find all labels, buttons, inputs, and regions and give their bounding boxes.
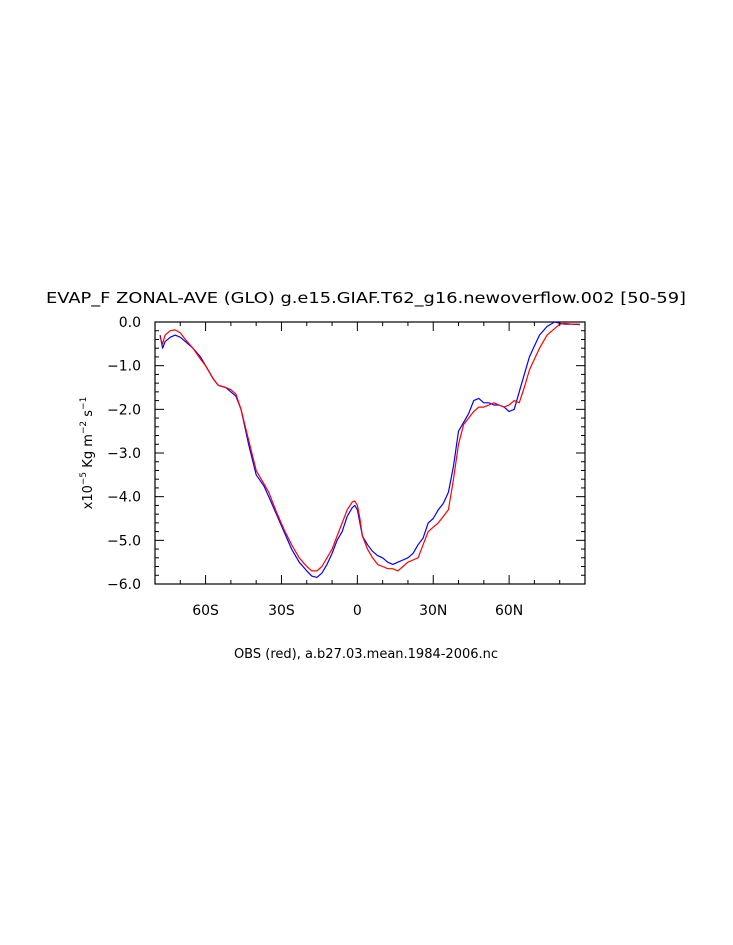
- y-tick-label: −3.0: [107, 446, 141, 462]
- y-tick-label: −2.0: [107, 402, 141, 418]
- x-tick-label: 30S: [268, 603, 295, 619]
- series-line-1: [159, 321, 580, 579]
- chart-title: EVAP_F ZONAL-AVE (GLO) g.e15.GIAF.T62_g1…: [46, 289, 686, 308]
- plot-frame: [154, 321, 586, 585]
- tick-layer: 60S 30S 0 30N 60N 0.0 −1.0 −2.0 −3.0 −4.0 −5.0 −6.0: [107, 315, 585, 619]
- x-axis-label: OBS (red), a.b27.03.mean.1984-2006.nc: [234, 647, 498, 662]
- series-layer: [159, 321, 580, 579]
- plot-area: 60S 30S 0 30N 60N 0.0 −1.0 −2.0 −3.0 −4.0 −5.0 −6.0: [107, 315, 586, 619]
- y-tick-label: −1.0: [107, 359, 141, 375]
- y-tick-label: 0.0: [119, 315, 141, 331]
- x-tick-label: 60N: [495, 603, 523, 619]
- x-tick-label: 30N: [419, 603, 447, 619]
- x-tick-label: 0: [353, 603, 362, 619]
- y-tick-label: −4.0: [107, 490, 141, 506]
- y-tick-label: −5.0: [107, 533, 141, 549]
- x-tick-label: 60S: [192, 603, 219, 619]
- y-axis-label: x10−5 Kg m−2 s−1: [79, 397, 96, 510]
- series-line-2: [159, 322, 580, 572]
- y-tick-label: −6.0: [107, 577, 141, 593]
